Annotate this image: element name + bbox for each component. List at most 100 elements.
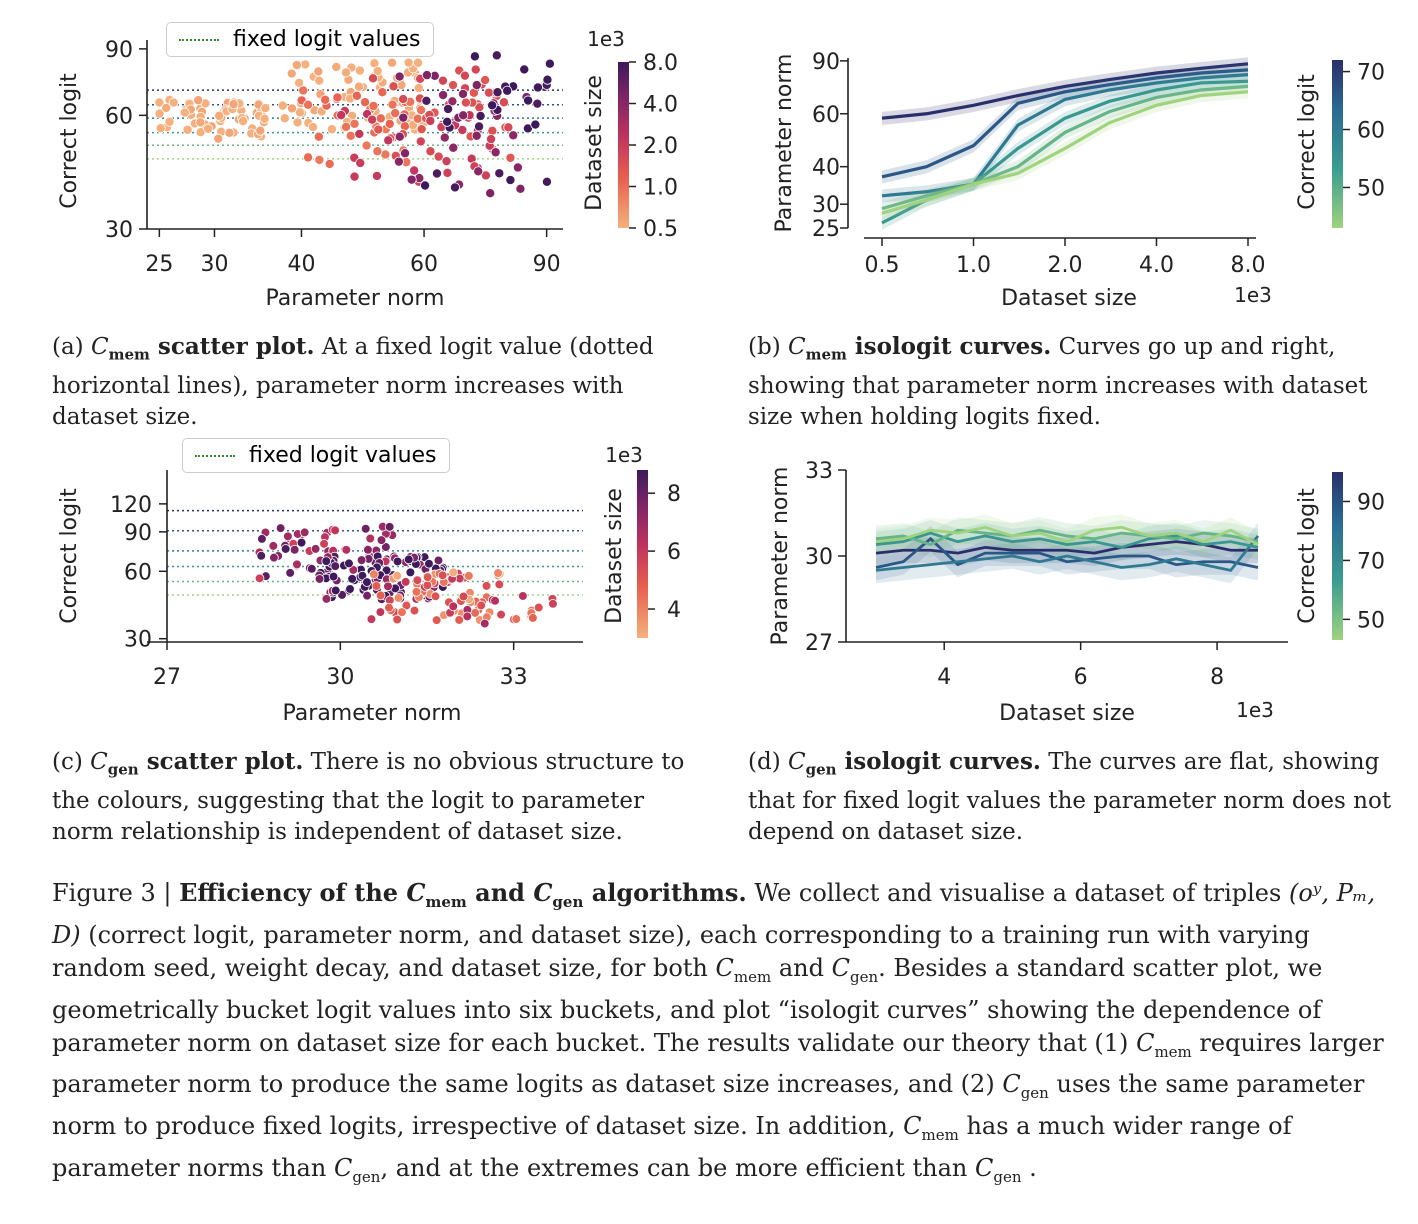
scatter-point bbox=[161, 102, 172, 113]
scatter-point bbox=[415, 136, 426, 147]
dotted-line-swatch bbox=[179, 38, 219, 41]
xtick-label: 40 bbox=[287, 252, 315, 277]
panel-d: 27 30 33 4 6 8 Parameter norm Dataset size 1e… bbox=[700, 430, 1418, 740]
scatter-point bbox=[260, 103, 271, 114]
panel-b-xexp: 1e3 bbox=[1234, 283, 1272, 307]
legend-a-label: fixed logit values bbox=[233, 27, 421, 52]
fc-mem2: mem bbox=[733, 967, 772, 986]
scatter-point bbox=[292, 117, 303, 128]
scatter-point bbox=[496, 609, 506, 620]
scatter-point bbox=[508, 130, 519, 141]
scatter-point bbox=[324, 158, 335, 169]
scatter-point bbox=[533, 602, 544, 613]
scatter-point bbox=[366, 614, 377, 624]
panel-d-ylabel: Parameter norm bbox=[768, 467, 793, 646]
caption-b-text: Curves go up and right, showing that par… bbox=[748, 334, 1368, 430]
scatter-point bbox=[413, 83, 424, 94]
scatter-point bbox=[474, 121, 485, 132]
scatter-point bbox=[344, 558, 354, 569]
cbar-tick-label: 1.0 bbox=[643, 176, 678, 201]
figure-label: Figure 3 | bbox=[52, 879, 172, 907]
caption-a-sub: mem bbox=[108, 345, 150, 364]
scatter-point bbox=[490, 147, 501, 158]
scatter-point bbox=[292, 559, 302, 570]
scatter-point bbox=[487, 125, 498, 136]
fc-sym1: C bbox=[406, 878, 426, 907]
ytick-label: 33 bbox=[805, 459, 833, 484]
caption-a-text: At a fixed logit value (dotted horizonta… bbox=[52, 334, 654, 430]
caption-d: (d) Cgen isologit curves. The curves are… bbox=[748, 746, 1396, 848]
scatter-point bbox=[328, 571, 339, 582]
scatter-point bbox=[401, 600, 412, 611]
cbar-tick-label: 4.0 bbox=[643, 93, 678, 118]
panel-a-ylabel: Correct logit bbox=[57, 73, 82, 209]
scatter-point bbox=[348, 565, 359, 575]
scatter-point bbox=[548, 598, 558, 609]
scatter-point bbox=[394, 71, 405, 82]
scatter-point bbox=[503, 122, 514, 133]
scatter-point bbox=[254, 573, 265, 584]
scatter-point bbox=[498, 97, 509, 108]
cbar-tick-label: 0.5 bbox=[643, 217, 678, 242]
scatter-point bbox=[179, 107, 190, 118]
caption-d-label: (d) bbox=[748, 749, 781, 775]
scatter-point bbox=[471, 130, 482, 141]
scatter-point bbox=[182, 124, 193, 135]
scatter-point bbox=[313, 131, 324, 142]
xtick-label: 8 bbox=[1210, 665, 1224, 690]
ytick-label: 120 bbox=[110, 493, 152, 518]
xtick-label: 25 bbox=[145, 252, 173, 277]
scatter-point bbox=[392, 556, 403, 567]
scatter-point bbox=[347, 574, 357, 584]
scatter-point bbox=[330, 561, 341, 571]
isologit-curve bbox=[881, 62, 1249, 120]
scatter-point bbox=[480, 75, 491, 86]
scatter-point bbox=[280, 544, 291, 554]
scatter-point bbox=[403, 57, 414, 68]
scatter-point bbox=[431, 615, 442, 625]
isologit-curve bbox=[875, 528, 1259, 547]
xtick-label: 60 bbox=[410, 252, 438, 277]
scatter-point bbox=[416, 124, 427, 135]
scatter-point bbox=[462, 611, 473, 622]
fc-gen1: gen bbox=[552, 892, 584, 911]
scatter-point bbox=[314, 154, 325, 165]
scatter-point bbox=[492, 87, 503, 98]
scatter-point bbox=[442, 167, 453, 178]
scatter-point bbox=[439, 132, 450, 143]
scatter-point bbox=[398, 112, 409, 123]
scatter-point bbox=[154, 97, 165, 108]
scatter-point bbox=[458, 88, 469, 99]
scatter-point bbox=[459, 70, 470, 81]
scatter-point bbox=[425, 146, 436, 157]
panel-c-cbar-label: Dataset size bbox=[602, 488, 627, 624]
scatter-point bbox=[341, 67, 352, 78]
panel-d-xexp: 1e3 bbox=[1236, 698, 1274, 722]
panel-c-cbar-exp: 1e3 bbox=[605, 443, 643, 467]
ytick-label: 60 bbox=[124, 560, 152, 585]
scatter-point bbox=[397, 607, 407, 617]
scatter-point bbox=[168, 97, 179, 108]
cbar-tick-label: 8.0 bbox=[643, 51, 678, 76]
fc-line7: , and at the extremes can be more effici… bbox=[380, 1153, 968, 1182]
scatter-point bbox=[475, 110, 486, 121]
fc-algorithms: algorithms. bbox=[591, 878, 747, 907]
figure-caption: Figure 3 | Efficiency of the Cmem and Cg… bbox=[52, 878, 1384, 1186]
scatter-point bbox=[422, 572, 433, 582]
fc-and1: and bbox=[475, 878, 525, 907]
fc-gen3: gen bbox=[1020, 1084, 1049, 1103]
scatter-point bbox=[330, 525, 340, 536]
scatter-point bbox=[405, 567, 416, 578]
scatter-point bbox=[354, 65, 365, 76]
confidence-band bbox=[882, 85, 1248, 220]
plot-b-area bbox=[881, 57, 1249, 230]
scatter-point bbox=[454, 615, 465, 625]
scatter-point bbox=[351, 90, 362, 101]
scatter-point bbox=[375, 607, 386, 617]
fc-sym9: C bbox=[975, 1153, 994, 1182]
figure-bold-title: Efficiency of the Cmem and Cgen algorith… bbox=[179, 878, 747, 911]
scatter-point bbox=[326, 124, 337, 135]
scatter-point bbox=[476, 600, 486, 611]
scatter-point bbox=[373, 124, 384, 135]
ytick-label: 27 bbox=[805, 631, 833, 656]
